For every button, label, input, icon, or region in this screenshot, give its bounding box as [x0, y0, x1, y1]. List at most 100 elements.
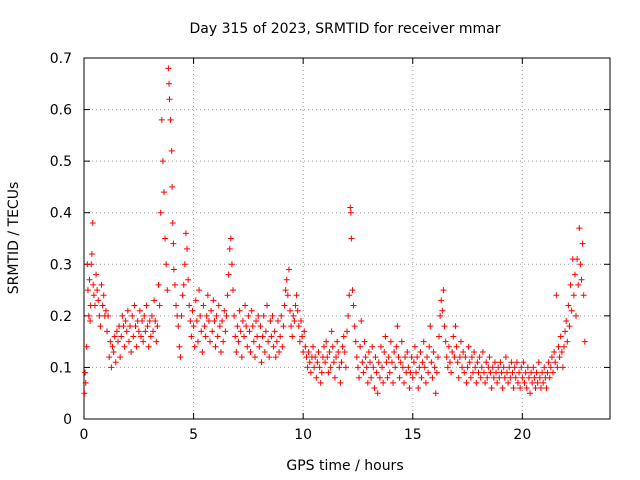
data-point [112, 359, 119, 366]
data-point [253, 318, 260, 325]
data-point [287, 307, 294, 314]
data-point [251, 354, 258, 361]
data-point [418, 374, 425, 381]
data-point [459, 364, 466, 371]
data-point [312, 354, 319, 361]
data-point [371, 385, 378, 392]
data-point [523, 385, 530, 392]
data-point [113, 328, 120, 335]
data-point [294, 307, 301, 314]
data-point [147, 333, 154, 340]
data-point [524, 364, 531, 371]
x-tick-label: 5 [189, 427, 198, 443]
data-point [351, 323, 358, 330]
data-point [493, 369, 500, 376]
data-point [463, 379, 470, 386]
data-point [289, 333, 296, 340]
data-point [342, 364, 349, 371]
data-point [491, 359, 498, 366]
data-point [336, 364, 343, 371]
data-point [259, 333, 266, 340]
data-point [454, 359, 461, 366]
y-tick-label: 0.7 [50, 51, 72, 67]
data-point [217, 348, 224, 355]
data-point [552, 359, 559, 366]
data-point [190, 323, 197, 330]
data-point [447, 359, 454, 366]
data-point [494, 379, 501, 386]
data-point [382, 333, 389, 340]
data-point [360, 369, 367, 376]
data-point [90, 292, 97, 299]
data-point [362, 354, 369, 361]
data-point [361, 338, 368, 345]
data-point [82, 369, 89, 376]
data-point [85, 312, 92, 319]
data-point [189, 307, 196, 314]
data-point [300, 348, 307, 355]
data-point [453, 343, 460, 350]
data-point [280, 323, 287, 330]
data-point [349, 287, 356, 294]
data-point [448, 369, 455, 376]
data-point [370, 364, 377, 371]
data-point [390, 379, 397, 386]
data-point [127, 323, 134, 330]
data-point [295, 323, 302, 330]
data-point [264, 302, 271, 309]
data-point [262, 328, 269, 335]
data-point [198, 328, 205, 335]
data-point [272, 354, 279, 361]
data-point [317, 379, 324, 386]
data-point [247, 348, 254, 355]
data-point [570, 292, 577, 299]
data-point [128, 348, 135, 355]
data-point [139, 318, 146, 325]
data-point [170, 240, 177, 247]
data-point [341, 348, 348, 355]
data-point [449, 348, 456, 355]
data-point [201, 323, 208, 330]
data-point [169, 220, 176, 227]
data-point [87, 318, 94, 325]
data-point [505, 379, 512, 386]
data-point [531, 374, 538, 381]
data-point [394, 323, 401, 330]
data-point [291, 318, 298, 325]
data-point [173, 302, 180, 309]
data-point [225, 271, 232, 278]
data-point [93, 271, 100, 278]
data-point [88, 261, 95, 268]
data-point [187, 318, 194, 325]
data-point [563, 318, 570, 325]
data-point [185, 276, 192, 283]
data-point [179, 292, 186, 299]
x-tick-label: 0 [80, 427, 89, 443]
data-point [120, 323, 127, 330]
data-point [117, 354, 124, 361]
data-point [431, 364, 438, 371]
data-point [521, 379, 528, 386]
data-point [305, 348, 312, 355]
data-point [344, 328, 350, 335]
data-point [462, 354, 469, 361]
data-point [528, 369, 535, 376]
data-point [408, 354, 415, 361]
data-point [146, 318, 153, 325]
data-point [157, 209, 164, 216]
data-point [568, 307, 575, 314]
data-point [541, 364, 548, 371]
data-point [536, 374, 543, 381]
data-point [443, 354, 450, 361]
data-point [118, 333, 125, 340]
data-point [193, 318, 200, 325]
data-point [464, 364, 471, 371]
data-point [177, 354, 184, 361]
data-point [479, 348, 486, 355]
data-point [311, 364, 318, 371]
data-point [136, 307, 143, 314]
data-point [159, 158, 166, 165]
data-point [242, 302, 249, 309]
data-point [442, 338, 449, 345]
